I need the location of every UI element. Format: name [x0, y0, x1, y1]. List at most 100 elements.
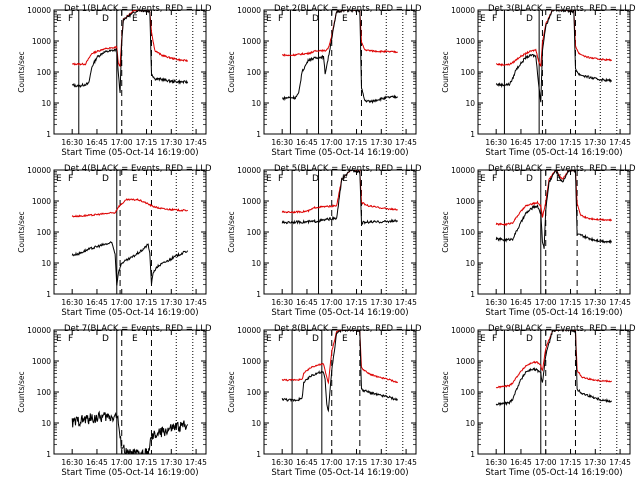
x-tick-label: 17:45 [609, 298, 631, 307]
y-tick-label: 1 [256, 290, 261, 299]
y-axis-label: Counts/sec [17, 211, 26, 252]
y-axis-label: Counts/sec [227, 211, 236, 252]
x-tick-label: 17:00 [321, 138, 343, 147]
y-tick-label: 1000 [242, 37, 261, 46]
region-letter: D [312, 334, 319, 344]
y-tick-label: 10000 [27, 166, 51, 175]
y-tick-label: 10000 [237, 166, 261, 175]
x-tick-label: 16:30 [271, 138, 293, 147]
x-tick-label: 17:45 [185, 458, 207, 467]
x-tick-label: 17:30 [160, 458, 182, 467]
series-red-lld [281, 170, 398, 214]
x-tick-label: 17:00 [321, 458, 343, 467]
x-tick-label: 16:30 [485, 298, 507, 307]
x-tick-label: 17:15 [136, 138, 158, 147]
y-tick-label: 1000 [32, 197, 51, 206]
x-tick-label: 17:45 [395, 138, 417, 147]
region-letter: F [278, 14, 283, 24]
series-black-events [71, 240, 189, 286]
region-letter: E [342, 14, 348, 24]
plot-frame [53, 329, 207, 455]
panel-title: Det 7(BLACK = Events, RED = LLD [64, 324, 212, 334]
x-tick-label: 17:00 [111, 298, 133, 307]
panel-det2: Det 2(BLACK = Events, RED = LLD 1 10 100 100… [227, 4, 422, 158]
x-axis-label: Start Time (05-Oct-14 16:19:00) [271, 468, 408, 478]
y-tick-label: 10 [251, 259, 261, 268]
x-tick-label: 17:15 [560, 298, 582, 307]
panel-det8: Det 8(BLACK = Events, RED = LLD 1 10 100 100… [227, 324, 422, 478]
x-tick-label: 17:00 [111, 138, 133, 147]
x-tick-label: 17:00 [535, 458, 557, 467]
x-axis-label: Start Time (05-Oct-14 16:19:00) [61, 468, 198, 478]
y-axis-label: Counts/sec [227, 51, 236, 92]
x-tick-label: 17:00 [321, 298, 343, 307]
y-tick-label: 1 [256, 130, 261, 139]
x-axis-label: Start Time (05-Oct-14 16:19:00) [271, 308, 408, 318]
region-letter: E [56, 14, 62, 24]
x-tick-label: 16:30 [271, 458, 293, 467]
region-letter: E [480, 14, 486, 24]
y-tick-label: 10 [465, 259, 475, 268]
y-tick-label: 1000 [242, 197, 261, 206]
y-tick-label: 10 [41, 259, 51, 268]
region-letter: D [102, 334, 109, 344]
series-black-events [495, 10, 613, 103]
series-black-events [495, 330, 612, 407]
region-letter: E [266, 14, 272, 24]
series-black-events [282, 10, 399, 105]
series-red-lld [71, 197, 188, 218]
x-tick-label: 17:00 [535, 298, 557, 307]
plot-frame [477, 9, 631, 135]
y-tick-label: 1 [470, 290, 475, 299]
y-tick-label: 100 [247, 388, 262, 397]
x-tick-label: 17:15 [560, 138, 582, 147]
x-axis-label: Start Time (05-Oct-14 16:19:00) [271, 148, 408, 158]
panel-det9: Det 9(BLACK = Events, RED = LLD 1 10 100 100… [441, 324, 636, 478]
region-letter: E [56, 174, 62, 184]
region-letter: F [278, 334, 283, 344]
x-tick-label: 17:15 [560, 458, 582, 467]
x-tick-label: 17:45 [395, 458, 417, 467]
series-red-lld [495, 170, 612, 227]
x-tick-label: 16:45 [510, 458, 532, 467]
panel-det1: Det 1(BLACK = Events, RED = LLD 1 10 100 100… [17, 4, 212, 158]
y-tick-label: 1 [46, 290, 51, 299]
panel-title: Det 8(BLACK = Events, RED = LLD [274, 324, 422, 334]
x-tick-label: 17:15 [346, 138, 368, 147]
panel-title: Det 1(BLACK = Events, RED = LLD [64, 4, 212, 14]
region-letter: E [342, 174, 348, 184]
x-tick-label: 17:30 [584, 298, 606, 307]
y-tick-label: 10000 [27, 326, 51, 335]
x-tick-label: 16:30 [61, 298, 83, 307]
x-tick-label: 17:30 [160, 138, 182, 147]
panel-title: Det 4(BLACK = Events, RED = LLD [64, 164, 212, 174]
x-tick-label: 16:30 [61, 458, 83, 467]
y-tick-label: 100 [37, 388, 52, 397]
y-axis-label: Counts/sec [17, 371, 26, 412]
y-axis-label: Counts/sec [17, 51, 26, 92]
y-axis-label: Counts/sec [441, 51, 450, 92]
plot-frame [263, 9, 417, 135]
region-letter: E [556, 14, 562, 24]
x-axis-label: Start Time (05-Oct-14 16:19:00) [485, 308, 622, 318]
plot-frame [53, 169, 207, 295]
region-letter: E [556, 174, 562, 184]
series-black-events [71, 410, 189, 454]
y-axis-label: Counts/sec [227, 371, 236, 412]
y-tick-label: 1 [46, 130, 51, 139]
x-tick-label: 17:30 [160, 298, 182, 307]
region-letter: F [68, 14, 73, 24]
y-tick-label: 10 [41, 99, 51, 108]
y-tick-label: 100 [247, 68, 262, 77]
y-tick-label: 1000 [242, 357, 261, 366]
region-letter: D [526, 14, 533, 24]
region-letter: E [556, 334, 562, 344]
y-tick-label: 1000 [456, 357, 475, 366]
region-letter: E [56, 334, 62, 344]
y-tick-label: 10000 [451, 326, 475, 335]
region-letter: D [102, 14, 109, 24]
x-tick-label: 17:30 [370, 138, 392, 147]
region-letter: F [492, 14, 497, 24]
region-letter: D [312, 14, 319, 24]
